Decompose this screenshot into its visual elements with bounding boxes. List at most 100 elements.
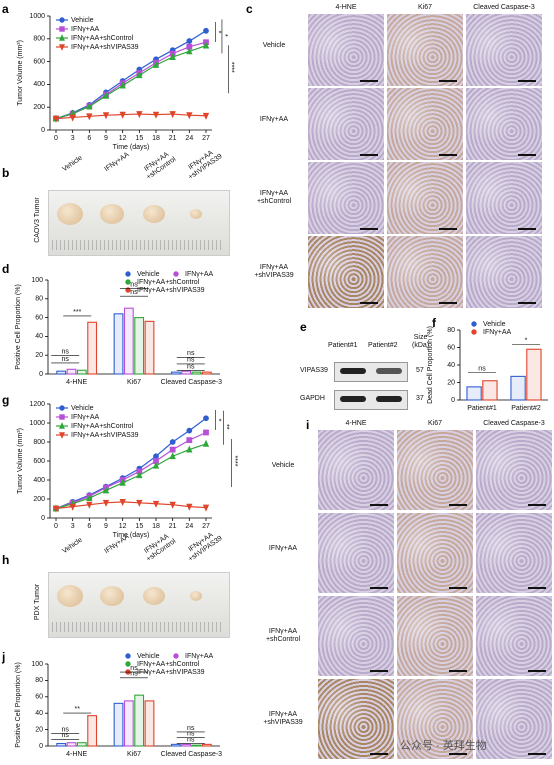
marker [125, 279, 131, 285]
blot-size: 37 [416, 395, 424, 402]
micrograph [308, 236, 384, 308]
panel-letter: e [300, 320, 307, 334]
marker [119, 81, 126, 89]
marker [102, 112, 110, 120]
marker [86, 102, 93, 110]
sig-label: ns [130, 671, 138, 678]
y-tick-label: 1000 [29, 420, 45, 427]
x-tick-label: 27 [202, 135, 210, 142]
sig-label: ns [130, 665, 138, 672]
x-tick-label: 9 [104, 135, 108, 142]
chart: 0 20 40 60 80 100 Positive Cell Proportion (%)… [15, 653, 223, 758]
y-tick-label: 20 [35, 352, 43, 359]
x-tick-label: 27 [202, 523, 210, 530]
marker [102, 91, 110, 99]
row-label: IFNγ+AA +shControl [256, 190, 292, 206]
y-tick-label: 600 [33, 58, 45, 65]
marker [169, 439, 176, 445]
x-tick-label: 9 [104, 523, 108, 530]
scale-bar [518, 154, 536, 156]
marker [59, 414, 65, 420]
marker [125, 653, 131, 659]
marker [59, 26, 65, 32]
column-header: Ki67 [417, 4, 432, 11]
tumor [190, 591, 202, 601]
tumor [100, 586, 124, 606]
scale-bar [449, 670, 467, 672]
legend-label: IFNγ+AA+shVIPAS39 [71, 432, 139, 439]
bar [56, 370, 67, 375]
bar [144, 320, 155, 375]
x-tick-label: Patient#1 [467, 405, 497, 412]
chart: 0 20 40 60 80 Dead Cell Proportion (%) Patient… [427, 321, 548, 412]
x-tick-label: Cleaved Caspase-3 [161, 751, 223, 758]
y-tick-label: 200 [33, 496, 45, 503]
marker [169, 111, 176, 119]
scale-bar [370, 670, 388, 672]
panel-letter: f [432, 316, 436, 330]
micrograph [466, 88, 542, 160]
marker [169, 501, 176, 509]
legend-label: Vehicle [137, 271, 160, 278]
tumor [57, 585, 83, 607]
scale-bar [528, 587, 546, 589]
scale-bar [370, 587, 388, 589]
sig-label: ns [130, 289, 138, 296]
panel-letter: d [2, 262, 10, 276]
bar [170, 371, 181, 375]
sig-label: ns [61, 356, 69, 363]
marker [203, 429, 209, 436]
chart: 0 200 400 600 800 1000 Tumor Volume (mm³) 0 3 6 9 1… [17, 13, 235, 151]
row-label: Vehicle [271, 462, 295, 469]
series-line [55, 45, 207, 120]
scale-bar [439, 302, 457, 304]
x-tick-label: 3 [71, 523, 75, 530]
y-tick-label: 200 [33, 104, 45, 111]
scale-bar [360, 80, 378, 82]
scale-bar [360, 228, 378, 230]
scale-bar [528, 670, 546, 672]
legend-label: Vehicle [137, 653, 160, 660]
sig-label: * [215, 31, 222, 34]
sig-label: **** [231, 456, 238, 467]
column-header: Ki67 [427, 420, 442, 427]
bar [526, 348, 542, 401]
ruler [52, 240, 224, 250]
x-tick-label: 12 [119, 523, 127, 530]
marker [69, 114, 76, 122]
y-axis-label: Positive Cell Proportion (%) [15, 284, 22, 370]
x-tick-label: 0 [54, 135, 58, 142]
x-axis-label: Time (days) [113, 532, 150, 539]
x-tick-label: 3 [71, 135, 75, 142]
blot-label: GAPDH [300, 395, 325, 402]
bar [181, 370, 192, 375]
x-tick-label: 4-HNE [66, 379, 87, 386]
micrograph [466, 236, 542, 308]
series-line [55, 501, 207, 510]
x-tick-label: 21 [169, 523, 177, 530]
x-tick-label: 4-HNE [66, 751, 87, 758]
x-tick-label: 18 [152, 135, 160, 142]
marker [173, 653, 179, 659]
x-tick-label: 24 [185, 523, 193, 530]
sig-label: ns [187, 350, 195, 357]
sig-label: **** [228, 62, 235, 73]
micrograph [318, 430, 394, 510]
marker [59, 44, 65, 51]
micrograph [387, 14, 463, 86]
y-tick-label: 0 [39, 371, 43, 378]
sig-label: ** [223, 424, 230, 430]
marker [69, 503, 76, 511]
micrograph [476, 596, 552, 676]
marker [169, 452, 176, 460]
row-label: IFNγ+AA [259, 116, 289, 123]
y-axis-label: Tumor Volume (mm³) [17, 428, 24, 494]
bar [134, 694, 145, 747]
y-tick-label: 800 [33, 439, 45, 446]
marker [186, 47, 193, 55]
scale-bar [518, 80, 536, 82]
micrograph [387, 162, 463, 234]
marker [173, 271, 179, 277]
sig-label: ns [61, 348, 69, 355]
panel-letter: b [2, 166, 10, 180]
